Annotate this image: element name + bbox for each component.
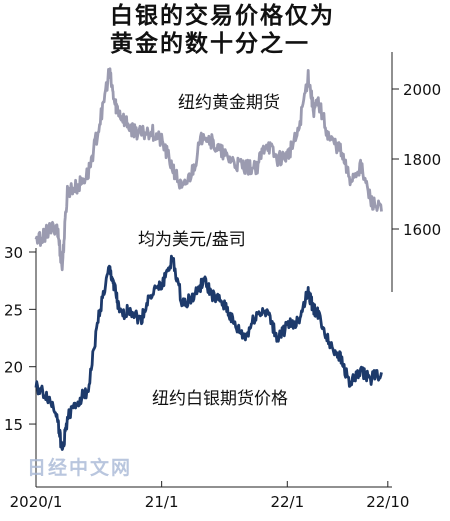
silver-axis-tick-label: 15 bbox=[4, 416, 23, 434]
silver-axis-tick-label: 25 bbox=[4, 301, 23, 319]
gold-axis-tick-label: 2000 bbox=[403, 81, 441, 99]
silver-axis-tick-label: 20 bbox=[4, 359, 23, 377]
time-axis-tick-label: 22/1 bbox=[270, 493, 304, 511]
time-axis-tick-label: 21/1 bbox=[145, 493, 179, 511]
chart-title-line-2: 黄金的数十分之一 bbox=[110, 31, 310, 57]
silver-price-line bbox=[34, 254, 383, 451]
gold-axis-tick-label: 1600 bbox=[403, 221, 441, 239]
time-axis-tick-label: 22/10 bbox=[366, 493, 409, 511]
silver-series-label: 纽约白银期货价格 bbox=[152, 389, 288, 409]
time-axis-tick-label: 2020/1 bbox=[10, 493, 63, 511]
chart-title-line-1: 白银的交易价格仅为 bbox=[110, 3, 335, 29]
silver-axis-tick-label: 30 bbox=[4, 244, 23, 262]
nikkei-watermark: 日经中文网 bbox=[27, 457, 133, 479]
unit-note: 均为美元/盎司 bbox=[138, 230, 246, 250]
gold-axis-tick-label: 1800 bbox=[403, 151, 441, 169]
gold-series-label: 纽约黄金期货 bbox=[178, 93, 280, 113]
gold-price-line bbox=[34, 67, 383, 272]
